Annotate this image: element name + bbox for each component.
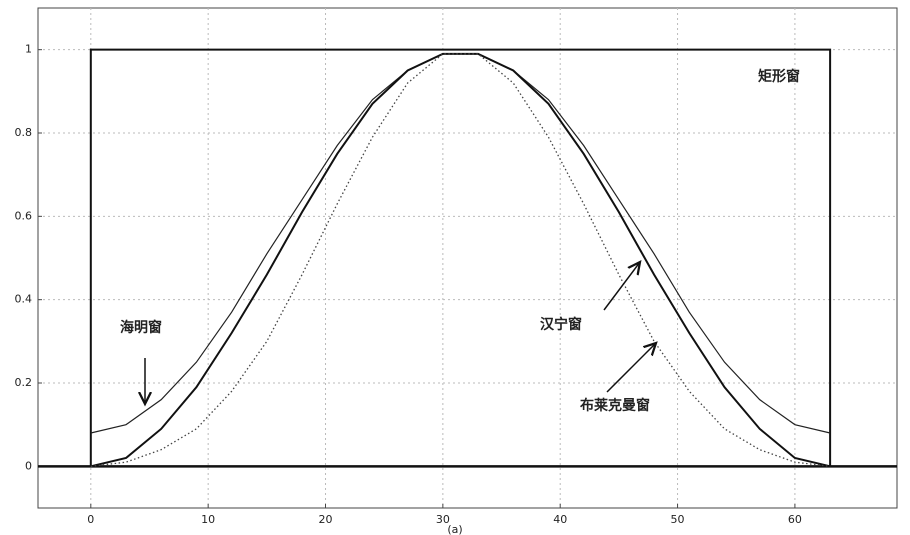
annotation: 汉宁窗 — [540, 316, 582, 333]
series-line — [90, 53, 831, 467]
x-tick-label: 0 — [87, 513, 94, 526]
x-tick-label: 60 — [788, 513, 802, 526]
x-tick-label: 30 — [436, 513, 450, 526]
annotation: 矩形窗 — [758, 68, 800, 85]
annotation: 布莱克曼窗 — [580, 397, 650, 414]
y-tick-label: 0.4 — [15, 293, 33, 306]
x-tick-label: 20 — [319, 513, 333, 526]
y-tick-label: 0 — [25, 459, 32, 472]
x-tick-label: 10 — [201, 513, 215, 526]
y-tick-label: 0.6 — [15, 209, 33, 222]
plot-area — [37, 7, 898, 509]
arrow — [606, 343, 656, 393]
series-line — [89, 48, 832, 467]
y-tick-label: 0.2 — [15, 376, 33, 389]
arrow — [603, 262, 640, 311]
x-tick-label: 40 — [553, 513, 567, 526]
annotation: 海明窗 — [120, 319, 162, 336]
plot-layer: 0 10 20 30 40 50 60 0 0.2 0.4 0.6 0.8 1 — [15, 8, 897, 526]
x-tick-label: 50 — [671, 513, 685, 526]
caption: (a) — [447, 523, 462, 535]
y-tick-label: 1 — [25, 43, 32, 56]
y-tick-label: 0.8 — [15, 126, 33, 139]
